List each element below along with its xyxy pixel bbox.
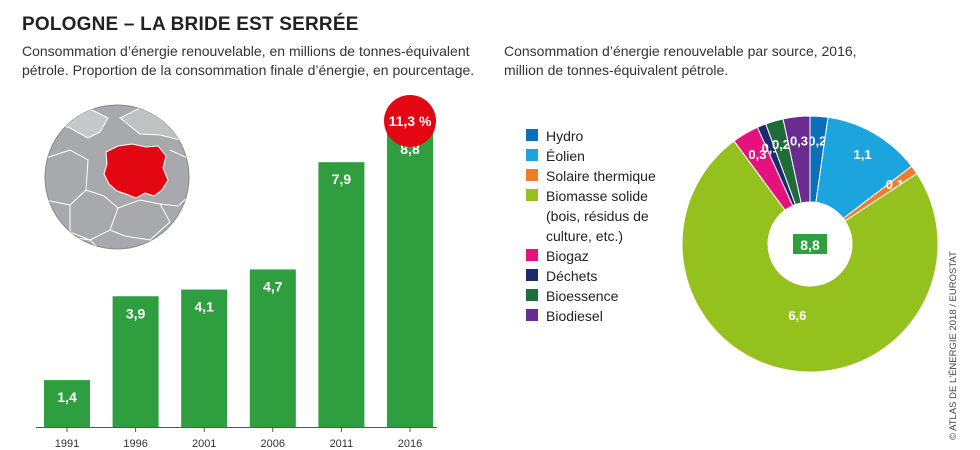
legend-label: Hydro <box>546 128 584 144</box>
legend-label: Biogaz <box>546 248 589 264</box>
x-tick-label: 2006 <box>261 438 285 450</box>
legend-label: Éolien <box>546 148 585 164</box>
legend-item: Biodiesel <box>526 306 676 326</box>
legend-item: Solaire thermique <box>526 166 676 186</box>
pie-total-label: 8,8 <box>800 237 820 253</box>
source-credit: © ATLAS DE L'ÉNERGIE 2018 / EUROSTAT <box>948 251 959 440</box>
legend-swatch <box>526 189 538 201</box>
chart-title: POLOGNE – LA BRIDE EST SERRÉE <box>22 14 359 35</box>
bar-2011 <box>318 162 365 427</box>
bar-1991 <box>44 380 90 427</box>
legend-item: Biogaz <box>526 246 676 266</box>
legend-swatch <box>526 249 538 261</box>
legend-item: Déchets <box>526 266 676 286</box>
legend-label: Biomasse solide (bois, résidus de cultur… <box>546 188 649 244</box>
highlight-badge <box>384 95 436 147</box>
bar-value-label: 4,7 <box>263 278 283 294</box>
bar-value-label: 1,4 <box>57 389 77 405</box>
legend-swatch <box>526 169 538 181</box>
legend-item: Bioessence <box>526 286 676 306</box>
bar-chart: 1,419913,919964,120014,720067,920118,820… <box>36 95 437 450</box>
pie-slice-label: 0,3 <box>748 147 766 162</box>
x-tick-label: 1991 <box>55 438 79 450</box>
bar-chart-subtitle: Consommation d’énergie renouvelable, en … <box>22 43 475 78</box>
bar-2006 <box>249 269 296 427</box>
legend-swatch <box>526 289 538 301</box>
pie-total-box <box>793 234 827 254</box>
legend-swatch <box>526 149 538 161</box>
pie-slice-label: 0,2 <box>772 137 790 152</box>
bar-2016 <box>387 132 433 427</box>
x-tick-label: 2011 <box>330 438 354 450</box>
pie-slice-label: 6,6 <box>788 308 806 323</box>
pie-slice <box>782 115 811 204</box>
legend-item: Éolien <box>526 146 676 166</box>
bar-1996 <box>112 296 159 427</box>
bar-2001 <box>181 289 228 427</box>
bar-value-label: 4,1 <box>194 299 214 315</box>
legend-swatch <box>526 309 538 321</box>
x-tick-label: 1996 <box>123 438 147 450</box>
pie-legend: Hydro Éolien Solaire thermique Biomasse sol… <box>526 126 676 326</box>
legend-label: Déchets <box>546 268 598 284</box>
x-tick-label: 2016 <box>398 438 422 450</box>
legend-label: Biodiesel <box>546 308 603 324</box>
pie-chart: 0,21,10,16,60,30,10,2 0,38,8 <box>681 115 939 373</box>
poland-shape <box>103 143 169 199</box>
legend-swatch <box>526 269 538 281</box>
pie-chart-subtitle: Consommation d’énergie renouvelable par … <box>504 43 857 78</box>
legend-label: Bioessence <box>546 288 619 304</box>
bar-value-label: 3,9 <box>126 305 146 321</box>
highlight-label: 11,3 % <box>389 113 432 129</box>
legend-item: Hydro <box>526 126 676 146</box>
legend-label: Solaire thermique <box>546 168 656 184</box>
pie-slice-label: 0,2 <box>808 133 826 148</box>
x-tick-label: 2001 <box>192 438 216 450</box>
legend-swatch <box>526 129 538 141</box>
pie-slice-label: 0,3 <box>790 134 808 149</box>
pie-slice-label: 1,1 <box>853 147 871 162</box>
bar-value-label: 7,9 <box>332 171 352 187</box>
legend-item: Biomasse solide (bois, résidus de cultur… <box>526 186 676 246</box>
pie-slice <box>681 140 939 373</box>
poland-map <box>44 104 190 250</box>
